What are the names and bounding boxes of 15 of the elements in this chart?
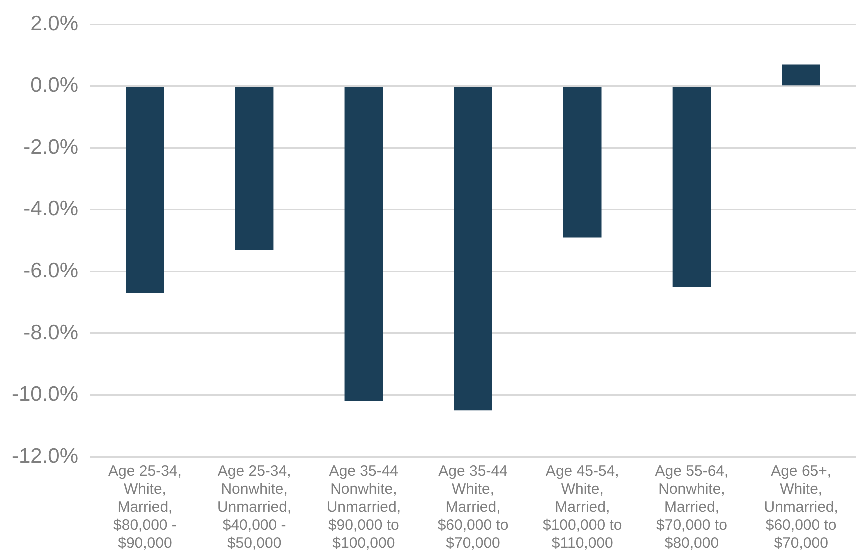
y-tick-label: -6.0% [24,259,79,282]
y-tick-label: 2.0% [30,12,79,36]
x-tick-label: Age 45-54, White, Married, $100,000 to $110,000 [542,463,622,552]
x-tick-label: Age 35-44 Nonwhite, Unmarried, $90,000 to $100,000 [326,463,402,552]
x-tick-label: Age 25-34, Nonwhite, Unmarried, $40,000 - $50,000 [217,463,292,552]
x-tick-label: Age 55-64, Nonwhite, Married, $70,000 to $80,000 [655,463,729,552]
x-tick-label: Age 35-44 White, Married, $60,000 to $70,000 [438,463,509,552]
y-tick-label: -4.0% [24,198,79,221]
y-tick-label: -2.0% [24,136,79,159]
y-tick-label: -8.0% [24,321,79,344]
y-tick-label: 0.0% [30,74,79,98]
y-tick-label: -10.0% [12,383,79,406]
y-tick-label: -12.0% [12,444,79,468]
x-tick-label: Age 25-34, White, Married, $80,000 - $90,000 [108,463,182,552]
x-tick-label: Age 65+, White, Unmarried, $60,000 to $70,000 [764,463,838,552]
